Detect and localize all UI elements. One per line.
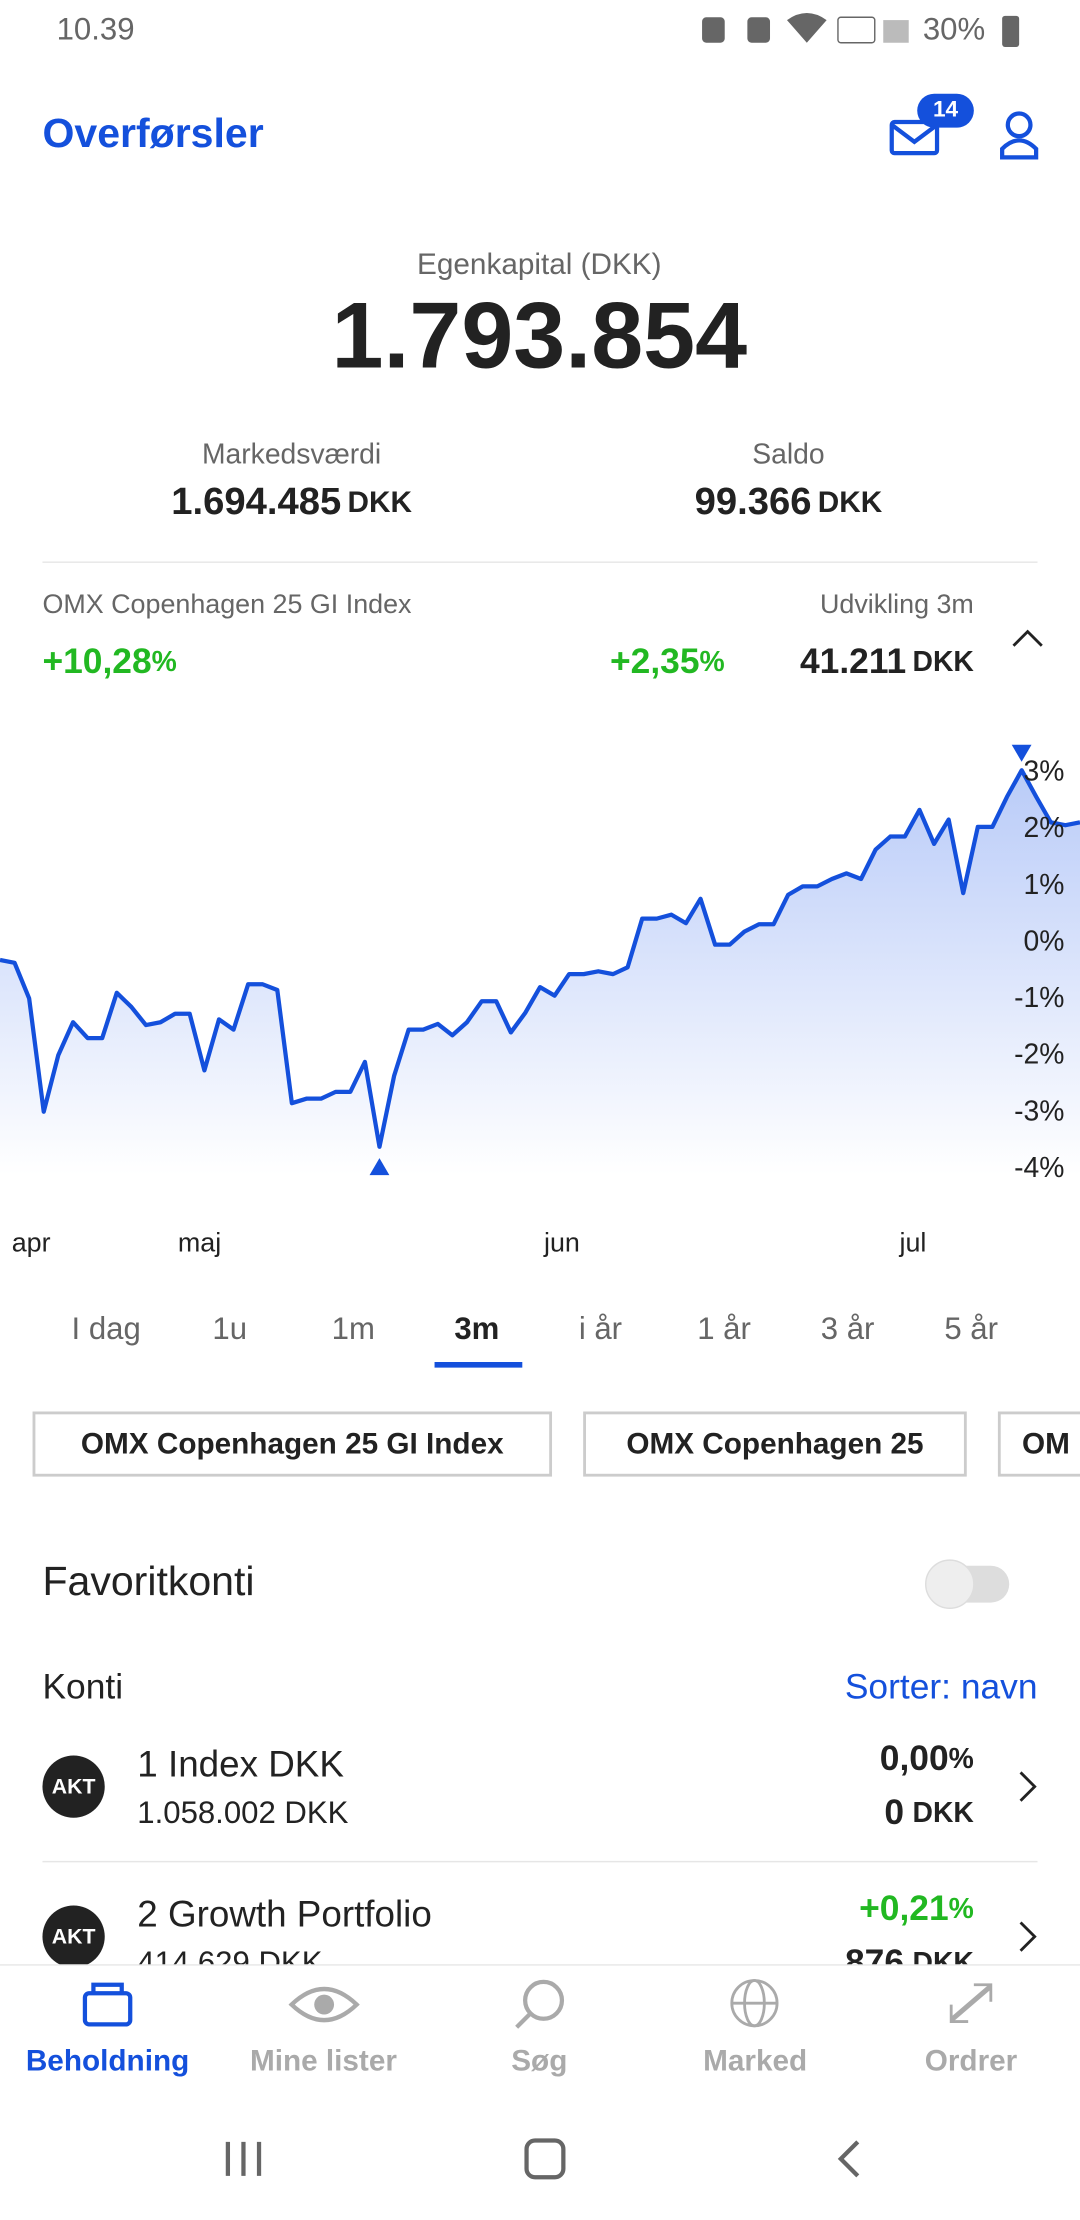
saldo-value: 99.366 DKK: [695, 480, 883, 523]
chip-label[interactable]: OMX Copenhagen 25 GI Index: [81, 1427, 504, 1460]
dev-pct-unit: %: [700, 646, 725, 678]
period-tabs: I dag 1u 1m 3m i år 1 år 3 år 5 år: [72, 1311, 998, 1346]
account-badge: [42, 1905, 105, 1968]
period-tab[interactable]: 3m: [454, 1311, 499, 1346]
account-chevron[interactable]: [1019, 1921, 1037, 1952]
system-bar: [225, 2138, 860, 2180]
min-marker: [369, 1158, 390, 1176]
mail-button[interactable]: 14: [889, 93, 974, 156]
equity-value: 1.793.854: [332, 282, 748, 387]
y-tick-label: -1%: [1014, 981, 1064, 1013]
y-tick-label: 0%: [1024, 924, 1065, 956]
collapse-button[interactable]: [1012, 629, 1043, 647]
x-tick-label: apr: [12, 1228, 51, 1258]
y-tick-label: 2%: [1024, 811, 1065, 843]
account-name[interactable]: 1 Index DKK: [137, 1743, 344, 1784]
account-chevron[interactable]: [1019, 1771, 1037, 1802]
period-tab[interactable]: 1 år: [697, 1311, 751, 1346]
index-change: +10,28%: [42, 642, 176, 681]
favorites-label: Favoritkonti: [42, 1558, 254, 1604]
header-title[interactable]: Overførsler: [42, 110, 263, 156]
x-tick-label: jul: [899, 1228, 927, 1258]
account-amount-unit: DKK: [913, 1796, 975, 1828]
chart: 3% 2% 1% 0% -1% -2% -3% -4% apr maj jun jul: [0, 744, 1080, 1258]
period-tab[interactable]: I dag: [72, 1311, 141, 1346]
nav-item[interactable]: Beholdning: [26, 2044, 189, 2077]
period-tab[interactable]: i år: [579, 1311, 622, 1346]
nav-icons: [82, 1979, 993, 2029]
status-time: 10.39: [57, 12, 135, 47]
market-amount: 1.694.485: [171, 480, 341, 523]
accounts-heading: Konti: [42, 1667, 123, 1706]
status-icons: [702, 13, 1020, 47]
bottom-nav: Beholdning Mine lister Søg Marked Ordrer: [26, 2044, 1018, 2077]
saldo-amount: 99.366: [695, 480, 812, 523]
nav-item[interactable]: Mine lister: [250, 2044, 397, 2077]
nav-item[interactable]: Søg: [511, 2044, 567, 2077]
chip-border[interactable]: [32, 1411, 553, 1477]
market-unit: DKK: [348, 486, 413, 519]
nav-item[interactable]: Marked: [703, 2044, 807, 2077]
nav-item[interactable]: Ordrer: [925, 2044, 1018, 2077]
period-tab[interactable]: 1u: [212, 1311, 247, 1346]
saldo-unit: DKK: [818, 486, 883, 519]
dev-pct-value: +2,35: [610, 642, 700, 681]
x-tick-label: jun: [543, 1228, 580, 1258]
account-pct-unit: %: [949, 1893, 974, 1925]
chip-border[interactable]: [583, 1411, 967, 1477]
y-tick-label: -3%: [1014, 1094, 1064, 1126]
dev-pct: +2,35%: [610, 642, 725, 681]
account-name[interactable]: 2 Growth Portfolio: [137, 1894, 432, 1935]
max-marker: [1011, 744, 1032, 762]
account-badge-label: AKT: [52, 1776, 96, 1799]
y-tick-label: 3%: [1024, 755, 1065, 787]
y-tick-label: -2%: [1014, 1038, 1064, 1070]
line: [0, 768, 1080, 1149]
x-tick-label: maj: [178, 1228, 221, 1258]
status-battery: 30%: [923, 12, 985, 47]
account-value: 1.058.002 DKK: [137, 1795, 348, 1830]
account-pct-value: 0,00: [880, 1739, 949, 1778]
period-tab[interactable]: 5 år: [944, 1311, 998, 1346]
account-amount: 0 DKK: [884, 1793, 974, 1832]
chip-border[interactable]: [997, 1411, 1080, 1477]
area: [0, 770, 1080, 1176]
y-tick-label: 1%: [1024, 868, 1065, 900]
equity-label: Egenkapital (DKK): [417, 248, 661, 281]
chip-label[interactable]: OM: [1022, 1427, 1070, 1460]
account-badge-label: AKT: [52, 1926, 96, 1949]
account-pct: 0,00%: [880, 1739, 974, 1778]
chip-label[interactable]: OMX Copenhagen 25: [626, 1427, 923, 1460]
saldo-label: Saldo: [752, 438, 824, 470]
dev-value-amount: 41.211: [800, 642, 906, 681]
dev-label: Udvikling 3m: [820, 589, 974, 619]
account-badge: [42, 1755, 105, 1818]
account-pct-value: +0,21: [859, 1889, 949, 1928]
nav-background: [0, 1964, 1080, 2220]
y-tick-label: -4%: [1014, 1151, 1064, 1183]
dev-value-unit: DKK: [913, 646, 975, 678]
sort-button[interactable]: Sorter: navn: [845, 1667, 1038, 1706]
account-pct: +0,21%: [859, 1889, 974, 1928]
period-tab[interactable]: 1m: [332, 1311, 375, 1346]
market-label: Markedsværdi: [202, 438, 381, 470]
period-tab[interactable]: 3 år: [821, 1311, 875, 1346]
market-value: 1.694.485 DKK: [171, 480, 412, 523]
account-amount-value: 0: [884, 1793, 904, 1832]
index-name: OMX Copenhagen 25 GI Index: [42, 589, 412, 619]
account-pct-unit: %: [949, 1743, 974, 1775]
mail-badge: 14: [933, 97, 959, 122]
index-change-value: +10,28: [42, 642, 151, 681]
index-change-unit: %: [152, 646, 177, 678]
favorites-toggle[interactable]: [925, 1559, 1010, 1609]
profile-button[interactable]: [1000, 111, 1039, 160]
index-chips: OMX Copenhagen 25 GI Index OMX Copenhagen…: [32, 1411, 1080, 1477]
dev-value: 41.211 DKK: [800, 642, 974, 681]
